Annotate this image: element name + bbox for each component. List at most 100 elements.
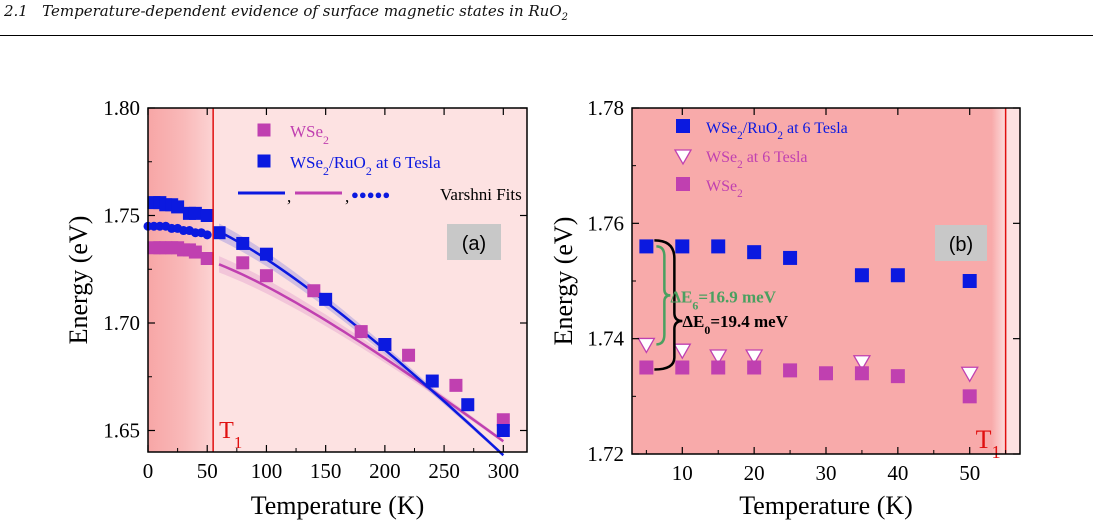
delta-e6-brace: [656, 245, 671, 346]
threshold-label: T1: [219, 418, 242, 452]
chart-panel-a: T1 0 50 100 150 200 250 300 1.65 1.70 1.75 1.80 Temp…: [64, 96, 528, 520]
x-tick-label: 10: [672, 461, 693, 485]
y-tick-label: 1.80: [103, 96, 140, 120]
data-point: [259, 269, 273, 283]
legend-label-part: WSe: [290, 153, 323, 172]
legend-marker: [673, 149, 693, 166]
data-point: [402, 348, 416, 362]
section-heading: 2.1 Temperature-dependent evidence of su…: [4, 2, 568, 23]
threshold-label-subscript: 1: [234, 433, 242, 452]
legend-label: WSe2/RuO2 at 6 Tesla: [706, 120, 848, 142]
x-tick-label: 40: [887, 461, 908, 485]
threshold-label-part: T: [976, 425, 992, 454]
data-point: [307, 284, 321, 298]
data-point: [711, 360, 726, 375]
data-point: [212, 226, 226, 240]
x-tick-label: 250: [428, 459, 460, 483]
legend-marker: [257, 123, 271, 137]
data-point: [675, 239, 690, 254]
delta-e0-label: ΔE0=19.4 meV: [682, 312, 788, 337]
data-point: [639, 239, 654, 254]
legend-dot-marks: ●●●●●: [351, 187, 390, 202]
data-point: [259, 247, 273, 261]
varshni-fit-band: [219, 223, 504, 457]
x-tick-label: 0: [143, 459, 154, 483]
data-point: [962, 274, 977, 288]
data-point: [319, 292, 333, 306]
series-group: [147, 241, 510, 427]
low-temperature-region: [148, 108, 214, 452]
varshni-fit-band: [219, 256, 504, 443]
data-point: [854, 268, 869, 283]
data-point: [852, 355, 872, 372]
data-point: [747, 245, 762, 260]
x-tick-label: 20: [744, 461, 765, 485]
varshni-fit-line: [218, 263, 505, 443]
legend-label-part: WSe: [706, 149, 737, 166]
data-point: [747, 360, 762, 375]
legend-label: WSe2/RuO2 at 6 Tesla: [290, 153, 441, 178]
legend-label-part: /RuO: [743, 120, 778, 137]
legend-label: WSe2: [290, 122, 329, 147]
legend-label-part: WSe: [706, 178, 737, 195]
delta-e6-label-subscript: 6: [692, 298, 698, 312]
delta-e0-label-subscript: 0: [704, 323, 710, 337]
legend-label-subscript: 2: [737, 188, 743, 200]
x-axis-label: Temperature (K): [739, 491, 913, 520]
y-tick-label: 1.76: [587, 211, 624, 235]
legend-label-part: at 6 Tesla: [372, 153, 441, 172]
series-group: [639, 239, 977, 288]
threshold-label-part: T: [219, 418, 234, 444]
legend-label-subscript: 2: [777, 130, 783, 142]
y-tick-label: 1.74: [587, 327, 624, 351]
legend-label: WSe2 at 6 Tesla: [706, 149, 808, 171]
data-point: [202, 230, 212, 240]
data-point: [709, 349, 728, 366]
delta-e0-brace: [654, 239, 683, 371]
y-tick-label: 1.70: [103, 311, 140, 335]
panel-label: (a): [462, 233, 486, 255]
data-point: [378, 338, 392, 351]
data-point: [675, 360, 690, 375]
x-tick-label: 300: [488, 459, 520, 483]
legend-label-subscript: 2: [323, 133, 329, 147]
x-tick-label: 30: [816, 461, 837, 485]
region-fade: [991, 108, 1006, 454]
data-point: [461, 398, 475, 412]
series-group: [147, 196, 510, 437]
legend-label-part: WSe: [290, 122, 323, 141]
header-rule: [0, 35, 1093, 36]
x-tick-label: 200: [369, 459, 401, 483]
delta-e6-label-part: ΔE: [670, 287, 692, 306]
legend-label: WSe2: [706, 178, 743, 200]
low-temperature-region: [632, 108, 1006, 454]
panel-label-box: [447, 224, 501, 260]
section-title: Temperature-dependent evidence of surfac…: [42, 2, 562, 20]
panel-label: (b): [949, 234, 973, 256]
data-point: [854, 366, 869, 381]
legend-label-part: WSe: [706, 120, 737, 137]
y-tick-label: 1.72: [587, 442, 624, 466]
threshold-label: T1: [976, 425, 1001, 462]
data-point: [819, 366, 833, 381]
legend-label-subscript: 2: [323, 164, 329, 178]
y-tick-label: 1.65: [103, 419, 140, 443]
threshold-label-subscript: 1: [992, 442, 1001, 462]
data-point: [783, 250, 798, 265]
x-tick-label: 50: [959, 461, 980, 485]
legend-label-part: at 6 Tesla: [743, 149, 808, 166]
x-tick-label: 150: [310, 459, 342, 483]
legend-marker: [676, 177, 690, 191]
data-point: [745, 349, 764, 366]
data-point: [783, 363, 798, 378]
y-axis-label: Energy (eV): [549, 217, 578, 346]
panel-label-box: [935, 225, 987, 261]
data-point: [637, 337, 656, 354]
data-point: [890, 369, 905, 384]
legend-label-part: at 6 Tesla: [783, 120, 848, 137]
data-point: [188, 206, 202, 220]
data-point: [188, 245, 202, 259]
data-point: [200, 209, 214, 222]
